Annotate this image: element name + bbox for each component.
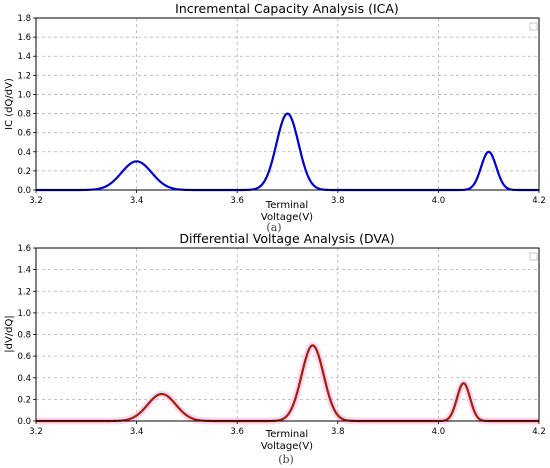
y-tick-label: 1.4 (17, 52, 31, 62)
y-tick-label: 1.2 (17, 71, 31, 81)
tick-labels: 3.2 3.4 3.6 3.8 4.0 4.2 0.0 0.2 0.4 0.6 0.8 1.0 1.2 1… (17, 244, 545, 437)
x-tick-label: 3.8 (331, 427, 345, 437)
chart-title: Differential Voltage Analysis (DVA) (179, 231, 394, 246)
y-tick-label: 0.2 (17, 167, 31, 177)
grid-lines (36, 248, 539, 421)
x-axis-label-line1: Terminal (265, 200, 308, 211)
y-tick-label: 0.6 (17, 352, 31, 362)
x-tick-label: 3.2 (29, 427, 43, 437)
y-tick-label: 1.0 (17, 309, 31, 319)
x-tick-label: 3.4 (130, 427, 144, 437)
y-tick-label: 0.4 (17, 374, 31, 384)
x-tick-label: 3.2 (29, 196, 43, 206)
y-tick-label: 1.6 (17, 33, 31, 43)
x-axis-label-line2: Voltage(V) (261, 212, 313, 223)
x-tick-label: 3.4 (130, 196, 144, 206)
y-axis-label: |dV/dQ| (4, 315, 15, 353)
x-tick-label: 3.8 (331, 196, 345, 206)
x-tick-label: 4.0 (432, 196, 446, 206)
chart-title: Incremental Capacity Analysis (ICA) (175, 1, 399, 16)
y-tick-label: 0.6 (17, 129, 31, 139)
y-tick-label: 0.4 (17, 148, 31, 158)
y-tick-label: 0.8 (17, 331, 31, 341)
plot-frame (35, 17, 540, 191)
y-tick-label: 1.6 (17, 244, 31, 254)
y-tick-label: 0.2 (17, 395, 31, 405)
legend-box (529, 252, 538, 261)
y-tick-label: 0.8 (17, 110, 31, 120)
series-group (33, 341, 542, 425)
x-tick-label: 4.2 (532, 427, 546, 437)
x-tick-label: 4.2 (532, 196, 546, 206)
y-axis-label: IC (dQ/dV) (4, 78, 15, 130)
x-tick-label: 3.6 (230, 196, 244, 206)
y-tick-label: 1.2 (17, 287, 31, 297)
panel-caption: (b) (278, 453, 294, 466)
dva-panel: Differential Voltage Analysis (DVA) 3.2 3… (4, 231, 546, 466)
ica-panel: Incremental Capacity Analysis (ICA) 3.2 3… (4, 1, 546, 234)
x-axis-label-line1: Terminal (265, 429, 308, 440)
grid-lines (36, 18, 539, 190)
x-tick-label: 3.6 (230, 427, 244, 437)
y-tick-label: 1.0 (17, 90, 31, 100)
x-axis-label-line2: Voltage(V) (261, 441, 313, 452)
y-tick-label: 1.4 (17, 266, 31, 276)
panel-caption: (a) (266, 221, 281, 234)
tick-labels: 3.2 3.4 3.6 3.8 4.0 4.2 0.0 0.2 0.4 0.6 0.8 1.0 1.2 1… (17, 14, 545, 206)
y-tick-label: 0.0 (17, 186, 31, 196)
y-tick-label: 0.0 (17, 417, 31, 427)
y-tick-label: 1.8 (17, 14, 31, 24)
x-tick-label: 4.0 (432, 427, 446, 437)
legend-box (529, 22, 538, 31)
